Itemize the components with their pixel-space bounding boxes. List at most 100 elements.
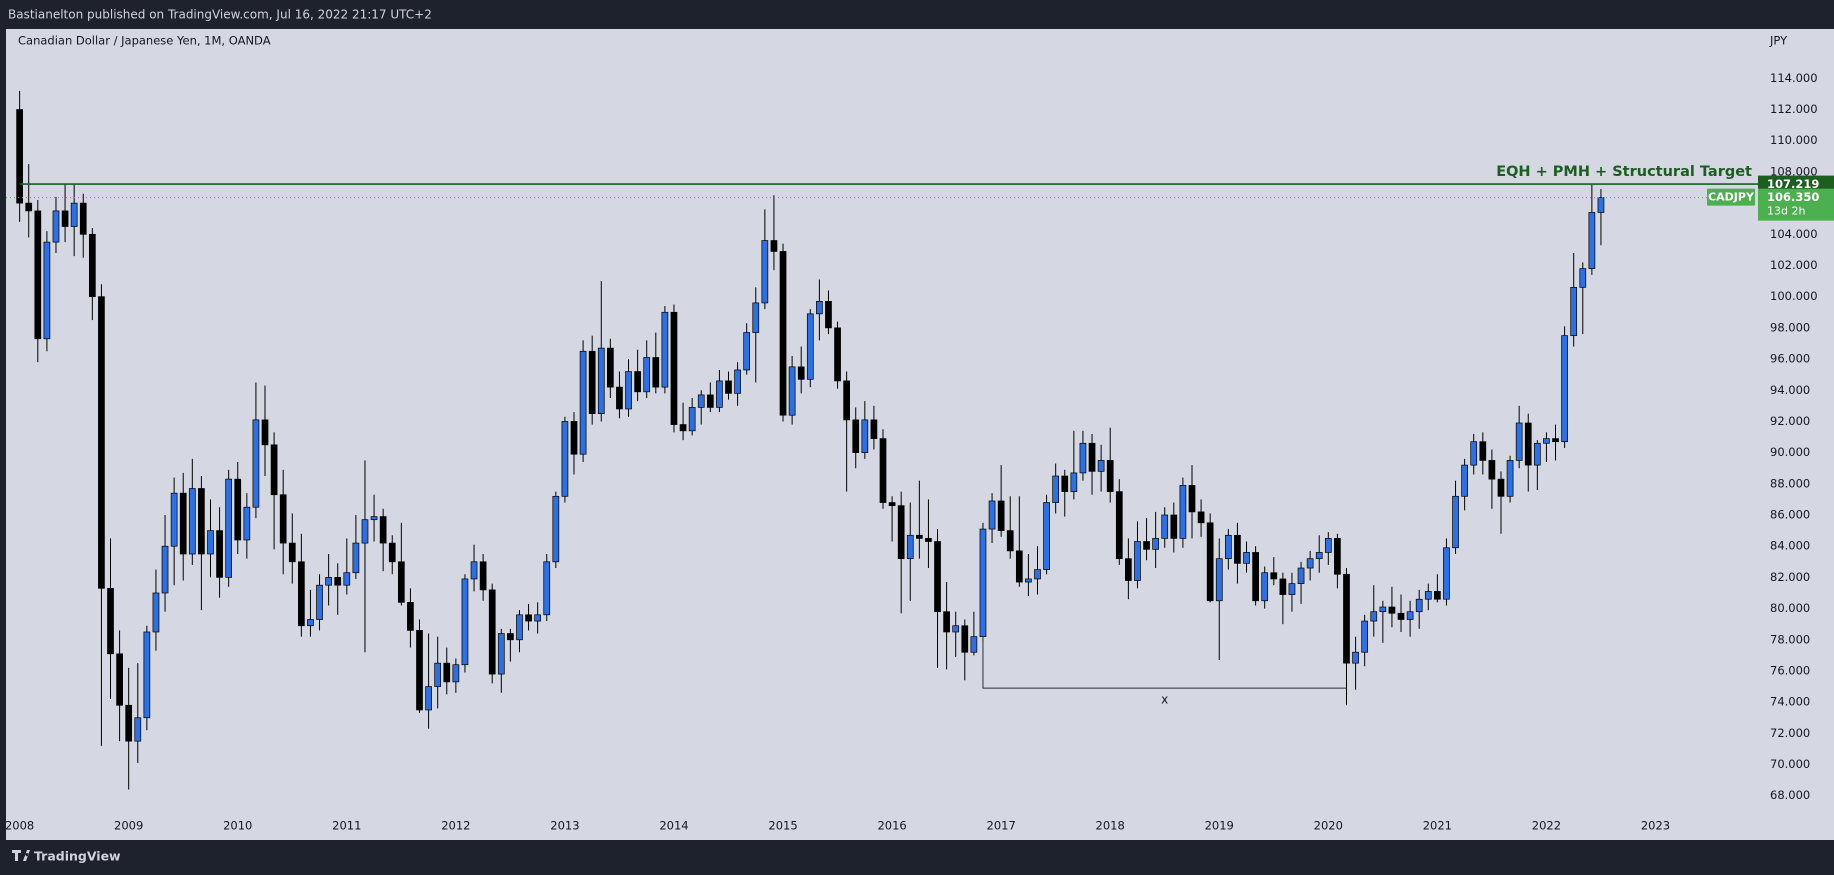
candle-body xyxy=(116,653,123,706)
candle-body xyxy=(825,301,832,329)
overlay: 68.000 70.000 72.000 74.000 76.000 78.000 80.0… xyxy=(5,71,1834,833)
candle-body xyxy=(743,332,751,371)
last-price-tag xyxy=(1758,188,1834,221)
chart-title: Canadian Dollar / Japanese Yen, 1M, OAND… xyxy=(18,34,271,48)
candle-body xyxy=(1533,442,1541,466)
candle-body xyxy=(1561,335,1568,443)
candle-body xyxy=(1479,441,1487,461)
level-price-label: 107.219 xyxy=(1767,177,1819,191)
candle-body xyxy=(779,251,787,416)
candle-body xyxy=(697,394,705,408)
candle-body xyxy=(1170,514,1178,539)
y-tick-label: 90.000 xyxy=(1770,445,1810,459)
range-label: x xyxy=(1161,693,1168,707)
axis-unit: JPY xyxy=(1769,34,1788,48)
candle-body xyxy=(1470,441,1478,466)
candle-body xyxy=(679,424,687,432)
candle-body xyxy=(343,572,351,586)
y-tick-label: 68.000 xyxy=(1770,788,1810,802)
chart-background xyxy=(6,29,1834,840)
x-tick-label: 2014 xyxy=(659,819,688,833)
candle-body xyxy=(1188,485,1196,513)
candle-body xyxy=(425,686,432,711)
candle-body xyxy=(370,516,378,521)
candle-body xyxy=(243,506,251,541)
candle-body xyxy=(1415,598,1423,613)
candle-body xyxy=(1570,286,1578,337)
candle-body xyxy=(1115,491,1123,560)
candle-body xyxy=(1234,534,1241,564)
candle-body xyxy=(1252,552,1259,602)
y-tick-label: 112.000 xyxy=(1770,102,1818,116)
candle-body xyxy=(1424,591,1432,600)
candle-body xyxy=(207,530,214,555)
y-tick-label: 98.000 xyxy=(1770,320,1810,334)
x-tick-label: 2012 xyxy=(441,819,470,833)
candle-body xyxy=(1179,485,1187,539)
candle-body xyxy=(1379,606,1387,613)
candle-body xyxy=(1152,538,1159,550)
candle-body xyxy=(943,611,950,633)
candle-body xyxy=(652,357,660,388)
last-price-label: 106.350 xyxy=(1767,190,1819,204)
candle-body xyxy=(1397,612,1405,620)
candle-body xyxy=(1043,502,1050,570)
y-tick-label: 114.000 xyxy=(1770,71,1818,85)
candle-body xyxy=(1197,511,1205,524)
countdown-label: 13d 2h xyxy=(1767,205,1805,218)
candle-body xyxy=(997,500,1005,531)
x-tick-label: 2017 xyxy=(987,819,1016,833)
candle-body xyxy=(1388,606,1396,614)
candle-body xyxy=(107,587,114,655)
candle-body xyxy=(1552,438,1559,443)
candle-body xyxy=(34,210,42,340)
candle-body xyxy=(1352,651,1359,664)
candle-body xyxy=(479,561,487,591)
publish-header: Bastianelton published on TradingView.co… xyxy=(8,8,432,22)
candle-body xyxy=(379,516,387,544)
candle-body xyxy=(352,542,360,574)
x-axis-labels: 2008 2009 2010 2011 2012 2013 2014 2015 2016 2017… xyxy=(5,819,1670,833)
candle-body xyxy=(1134,541,1141,581)
plot xyxy=(6,90,1758,790)
candle-body xyxy=(179,492,187,555)
x-tick-label: 2018 xyxy=(1096,819,1125,833)
candle-body xyxy=(188,488,196,555)
candle-body xyxy=(643,357,651,393)
y-tick-label: 102.000 xyxy=(1770,258,1818,272)
candle-body xyxy=(1452,495,1459,549)
candle-body xyxy=(607,347,614,388)
candle-body xyxy=(1097,460,1105,472)
y-tick-label: 80.000 xyxy=(1770,601,1810,615)
candle-body xyxy=(925,538,932,542)
x-tick-label: 2008 xyxy=(5,819,34,833)
y-tick-label: 94.000 xyxy=(1770,383,1810,397)
candle-body xyxy=(661,311,669,388)
candle-body xyxy=(1270,572,1278,580)
y-tick-label: 86.000 xyxy=(1770,508,1810,522)
candle-body xyxy=(334,577,342,586)
candle-body xyxy=(979,528,987,638)
candle-body xyxy=(1034,569,1041,580)
candle-body xyxy=(561,421,569,497)
candle-body xyxy=(288,542,296,563)
candle-body xyxy=(670,311,678,425)
candle-body xyxy=(1143,541,1150,550)
y-tick-label: 70.000 xyxy=(1770,757,1810,771)
candle-body xyxy=(234,478,242,541)
y-tick-label: 84.000 xyxy=(1770,539,1810,553)
x-tick-label: 2023 xyxy=(1641,819,1670,833)
candle-body xyxy=(488,589,496,675)
candle-body xyxy=(1543,438,1550,444)
candle-body xyxy=(916,534,923,539)
candle-body xyxy=(861,419,869,453)
candle-body xyxy=(252,419,260,508)
level-label: EQH + PMH + Structural Target xyxy=(1496,164,1752,180)
candle-body xyxy=(1343,573,1350,664)
candle-body xyxy=(1070,472,1078,492)
candle-body xyxy=(161,545,169,594)
candle-body xyxy=(125,704,133,742)
candle-body xyxy=(1125,558,1132,581)
